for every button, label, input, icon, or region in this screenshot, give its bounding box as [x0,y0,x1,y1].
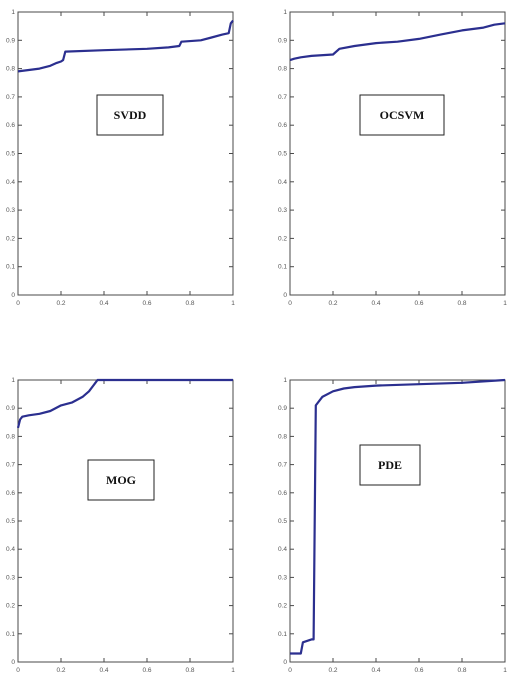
y-tick-label: 0.9 [6,37,15,44]
x-tick-label: 0 [288,300,292,307]
x-tick-label: 1 [503,300,507,307]
y-tick-label: 0.9 [278,405,287,412]
roc-curve-mog [16,378,233,429]
method-label-box [359,444,421,486]
y-tick-label: 0.3 [6,207,15,214]
y-tick-label: 0 [11,659,15,666]
panel-svdd: 0 0.1 0.2 0.3 0.4 0.5 0.6 0.7 0.8 0.9 1 0 0.2 0.4 0.6 0… [6,9,235,307]
x-tick-label: 0.4 [99,300,108,307]
y-tick-label: 1 [11,9,15,16]
y-tick-label: 1 [11,377,15,384]
method-label-svdd: SVDD [114,108,147,122]
panel-pde: 0 0.1 0.2 0.3 0.4 0.5 0.6 0.7 0.8 0.9 1 0 0.2 0.4 0.6 0… [278,377,507,674]
method-label-pde: PDE [378,458,402,472]
y-tick-label: 0.9 [6,405,15,412]
roc-curve-pde [290,378,506,655]
x-tick-label: 0 [288,667,292,674]
y-tick-label: 0.3 [278,207,287,214]
axes-frame [17,11,234,296]
y-tick-label: 1 [283,9,287,16]
y-tick-label: 0.8 [6,433,15,440]
method-label-ocsvm: OCSVM [380,108,425,122]
x-tick-label: 0.6 [414,300,423,307]
x-tick-label: 1 [231,667,235,674]
y-tick-label: 0 [11,292,15,299]
x-tick-label: 0.8 [457,300,466,307]
y-tick-label: 0.2 [6,603,15,610]
y-tick-label: 0 [283,659,287,666]
x-tick-label: 0.4 [99,667,108,674]
x-tick-label: 0.6 [142,667,151,674]
method-label-box [359,94,445,136]
x-tick-label: 0.4 [371,667,380,674]
y-tick-label: 0.8 [278,433,287,440]
panel-mog: 0 0.1 0.2 0.3 0.4 0.5 0.6 0.7 0.8 0.9 1 0 0.2 0.4 0.6 0… [6,377,235,674]
x-tick-label: 0.4 [371,300,380,307]
x-tick-label: 0.2 [328,300,337,307]
y-tick-label: 0.1 [278,264,287,271]
roc-curve-svdd [17,19,234,73]
y-tick-label: 0.8 [6,66,15,73]
axes-frame [289,379,506,663]
y-tick-label: 1 [283,377,287,384]
y-tick-label: 0.5 [6,518,15,525]
x-tick-label: 1 [503,667,507,674]
y-tick-label: 0.4 [278,179,287,186]
y-tick-label: 0.8 [278,66,287,73]
x-tick-label: 0.2 [56,300,65,307]
x-tick-label: 0.6 [414,667,423,674]
panel-ocsvm: 0 0.1 0.2 0.3 0.4 0.5 0.6 0.7 0.8 0.9 1 0 0.2 0.4 0.6 0… [278,9,507,307]
y-tick-label: 0.4 [278,546,287,553]
y-tick-label: 0.6 [278,122,287,129]
roc-curve-ocsvm [289,22,506,62]
x-tick-label: 0 [16,667,20,674]
y-tick-label: 0.3 [278,574,287,581]
y-tick-label: 0.7 [6,462,15,469]
method-label-box [87,459,155,501]
y-tick-label: 0.3 [6,574,15,581]
y-tick-label: 0.1 [6,631,15,638]
y-tick-label: 0.5 [278,518,287,525]
y-tick-label: 0.6 [278,490,287,497]
x-tick-label: 0.8 [457,667,466,674]
x-tick-label: 0.2 [328,667,337,674]
y-tick-label: 0.1 [278,631,287,638]
x-tick-label: 0 [16,300,20,307]
method-label-box [96,94,164,136]
y-tick-label: 0.5 [278,151,287,158]
x-tick-label: 0.2 [56,667,65,674]
y-tick-label: 0.6 [6,490,15,497]
y-tick-label: 0.4 [6,546,15,553]
x-tick-label: 0.8 [185,667,194,674]
method-label-mog: MOG [106,473,136,487]
x-tick-label: 1 [231,300,235,307]
y-tick-label: 0.7 [6,94,15,101]
x-tick-label: 0.6 [142,300,151,307]
y-tick-label: 0 [283,292,287,299]
y-tick-label: 0.7 [278,462,287,469]
y-tick-label: 0.1 [6,264,15,271]
y-tick-label: 0.2 [278,603,287,610]
y-tick-label: 0.6 [6,122,15,129]
y-tick-label: 0.9 [278,37,287,44]
y-tick-label: 0.4 [6,179,15,186]
y-tick-label: 0.7 [278,94,287,101]
y-tick-label: 0.2 [278,235,287,242]
axes-frame [17,379,234,663]
y-tick-label: 0.5 [6,151,15,158]
y-tick-label: 0.2 [6,235,15,242]
x-tick-label: 0.8 [185,300,194,307]
